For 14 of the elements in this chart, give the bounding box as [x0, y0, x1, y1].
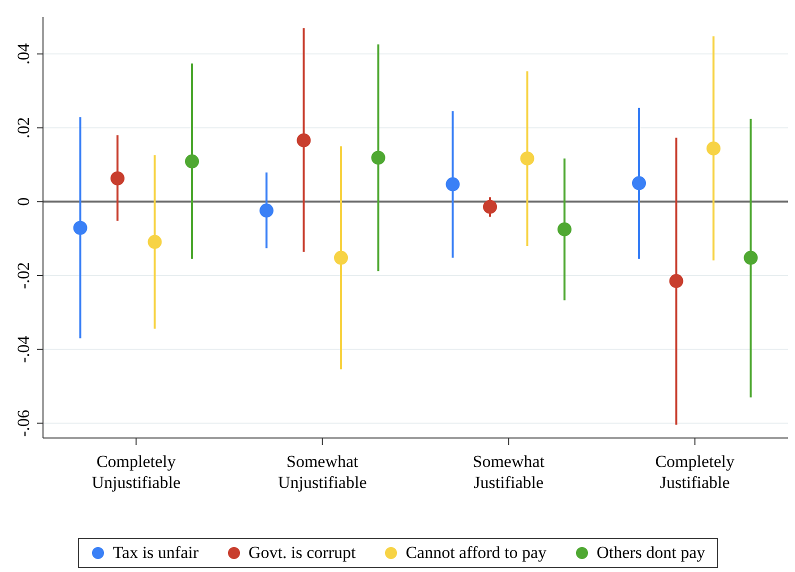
x-tick-label: Completely Justifiable: [655, 452, 736, 492]
y-tick-label: -.02: [14, 262, 33, 289]
x-tick-label: Somewhat Unjustifiable: [278, 452, 367, 492]
y-tick-label: -.04: [14, 335, 33, 363]
legend-label: Tax is unfair: [112, 543, 199, 563]
legend-label: Cannot afford to pay: [406, 543, 547, 563]
y-tick-label: -.06: [14, 410, 33, 437]
x-tick-label: Somewhat Justifiable: [472, 452, 545, 492]
legend-label: Govt. is corrupt: [248, 543, 356, 563]
y-tick-label: .04: [14, 42, 33, 65]
y-tick-label: 0: [14, 197, 33, 206]
x-tick-label: Completely Unjustifiable: [92, 452, 181, 492]
y-tick-label: .02: [14, 117, 33, 138]
legend-label: Others dont pay: [596, 543, 706, 563]
